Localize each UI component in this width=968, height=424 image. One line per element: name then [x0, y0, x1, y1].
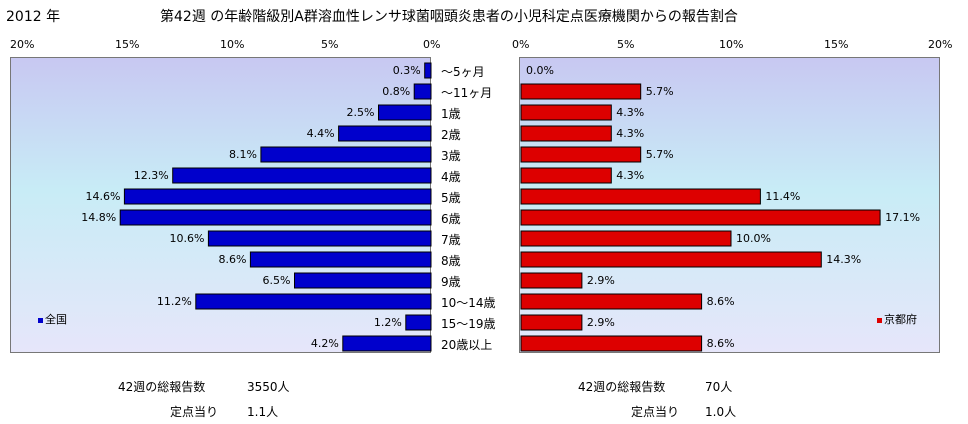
value-label-national: 14.6% — [85, 189, 121, 203]
value-label-kyoto: 14.3% — [826, 252, 862, 266]
category-label: 15～19歳 — [441, 316, 496, 331]
value-label-national: 6.5% — [262, 273, 291, 287]
bar-kyoto — [520, 293, 703, 310]
bar-kyoto — [520, 104, 612, 121]
value-label-national: 14.8% — [81, 210, 117, 224]
legend-national: 全国 — [38, 311, 67, 327]
right-tick: 15% — [824, 38, 849, 51]
bar-kyoto — [520, 125, 612, 142]
category-label: ～11ヶ月 — [441, 85, 493, 100]
chart-title: 第42週 の年齢階級別A群溶血性レンサ球菌咽頭炎患者の小児科定点医療機関からの報… — [160, 9, 738, 25]
right-tick: 0% — [512, 38, 530, 51]
bar-national — [123, 188, 432, 205]
left-tick: 5% — [321, 38, 339, 51]
bar-kyoto — [520, 335, 703, 352]
category-label: 8歳 — [441, 253, 461, 268]
value-label-national: 2.5% — [346, 105, 375, 119]
value-label-kyoto: 10.0% — [736, 231, 771, 245]
bar-national — [195, 293, 432, 310]
left-total-label: 42週の総報告数 — [118, 380, 206, 394]
bar-national — [294, 272, 432, 289]
bar-national — [405, 314, 432, 331]
value-label-national: 4.4% — [306, 126, 335, 140]
left-total-value: 3550人 — [247, 380, 290, 394]
value-label-kyoto: 2.9% — [586, 273, 615, 287]
bar-national — [424, 62, 432, 79]
right-per-site-label: 定点当り — [631, 405, 680, 419]
category-label: 9歳 — [441, 274, 461, 289]
right-total-value: 70人 — [705, 380, 733, 394]
category-label: 3歳 — [441, 148, 461, 163]
bar-national — [249, 251, 432, 268]
value-label-kyoto: 5.7% — [645, 147, 674, 161]
legend-swatch-kyoto — [877, 317, 882, 323]
value-label-kyoto: 8.6% — [706, 336, 735, 350]
bar-national — [342, 335, 432, 352]
value-label-kyoto: 5.7% — [645, 84, 674, 98]
bar-kyoto — [520, 167, 612, 184]
legend-label-national: 全国 — [45, 313, 67, 326]
bar-kyoto — [520, 272, 583, 289]
bar-kyoto — [520, 188, 761, 205]
category-label: 7歳 — [441, 232, 461, 247]
category-label: 20歳以上 — [441, 337, 493, 352]
right-tick: 20% — [928, 38, 953, 51]
left-tick: 0% — [423, 38, 441, 51]
value-label-kyoto: 2.9% — [586, 315, 615, 329]
bar-kyoto — [520, 230, 732, 247]
value-label-kyoto: 11.4% — [765, 189, 801, 203]
right-tick: 10% — [719, 38, 744, 51]
bar-national — [207, 230, 432, 247]
category-label: 1歳 — [441, 106, 461, 121]
right-total-label: 42週の総報告数 — [578, 380, 666, 394]
value-label-kyoto: 4.3% — [616, 126, 645, 140]
value-label-national: 10.6% — [169, 231, 205, 245]
bar-national — [338, 125, 432, 142]
bar-kyoto — [520, 146, 642, 163]
value-label-national: 11.2% — [156, 294, 192, 308]
left-per-site-value: 1.1人 — [247, 405, 279, 419]
value-label-national: 1.2% — [373, 315, 402, 329]
value-label-national: 8.1% — [228, 147, 257, 161]
bar-kyoto — [520, 209, 881, 226]
value-label-kyoto: 0.0% — [526, 63, 554, 77]
left-tick: 20% — [10, 38, 35, 51]
bar-national — [119, 209, 432, 226]
left-tick: 10% — [220, 38, 245, 51]
value-label-national: 0.3% — [392, 63, 421, 77]
value-label-national: 8.6% — [218, 252, 247, 266]
bar-national — [378, 104, 432, 121]
value-label-kyoto: 4.3% — [616, 105, 645, 119]
left-per-site-label: 定点当り — [170, 405, 219, 419]
legend-label-kyoto: 京都府 — [884, 313, 917, 326]
category-label: ～5ヶ月 — [441, 64, 485, 79]
bar-kyoto — [520, 314, 583, 331]
legend-kyoto: 京都府 — [877, 311, 917, 327]
category-label: 5歳 — [441, 190, 461, 205]
category-label: 6歳 — [441, 211, 461, 226]
legend-swatch-national — [38, 317, 43, 323]
bar-kyoto — [520, 83, 642, 100]
year-label: 2012 年 — [6, 9, 61, 25]
value-label-national: 0.8% — [382, 84, 411, 98]
right-per-site-value: 1.0人 — [705, 405, 737, 419]
category-label: 10～14歳 — [441, 295, 496, 310]
bar-national — [413, 83, 432, 100]
bar-national — [172, 167, 432, 184]
bar-kyoto — [520, 251, 822, 268]
left-tick: 15% — [115, 38, 140, 51]
value-label-national: 12.3% — [133, 168, 169, 182]
value-label-kyoto: 17.1% — [885, 210, 921, 224]
category-label: 2歳 — [441, 127, 461, 142]
category-label: 4歳 — [441, 169, 461, 184]
right-tick: 5% — [617, 38, 635, 51]
bar-national — [260, 146, 432, 163]
value-label-kyoto: 4.3% — [616, 168, 645, 182]
value-label-national: 4.2% — [310, 336, 339, 350]
value-label-kyoto: 8.6% — [706, 294, 735, 308]
